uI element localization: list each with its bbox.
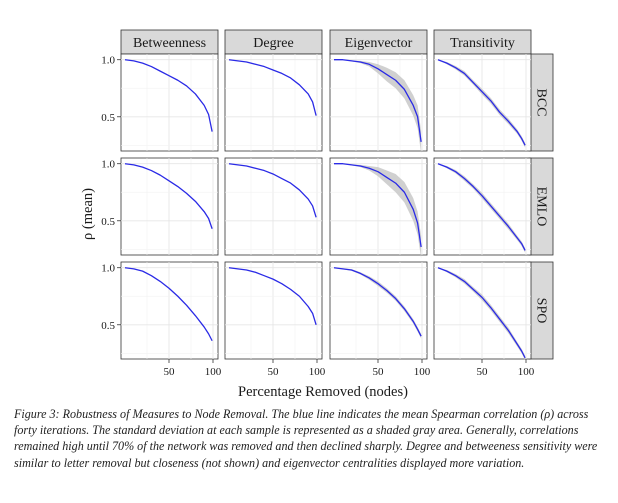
- figure-caption: Figure 3: Robustness of Measures to Node…: [14, 407, 598, 470]
- panel: [224, 53, 323, 152]
- row-strip-label: EMLO: [534, 187, 549, 227]
- column-strip: [120, 29, 219, 55]
- y-tick-label: 1.0: [101, 159, 115, 171]
- row-strip-label: BCC: [534, 88, 549, 116]
- panel-frame: [224, 53, 323, 152]
- panel: [120, 261, 219, 360]
- column-strip: [433, 29, 532, 55]
- column-strip-label: Degree: [253, 36, 293, 51]
- column-strip: [224, 29, 323, 55]
- y-tick-label: 1.0: [101, 55, 115, 67]
- mean-line: [228, 267, 317, 325]
- y-tick-label: 0.5: [101, 320, 115, 332]
- row-strip-label: SPO: [534, 298, 549, 324]
- x-tick-label: 50: [268, 366, 280, 378]
- column-strip-label: Betweenness: [133, 36, 206, 51]
- y-tick-label: 1.0: [101, 263, 115, 275]
- panel-frame: [433, 53, 532, 152]
- panel-frame: [120, 157, 219, 256]
- mean-line: [437, 267, 526, 359]
- panel: [433, 157, 532, 256]
- panel-frame: [433, 157, 532, 256]
- faceted-line-chart: Betweenness Degree Eigenvector Transitivity…: [80, 29, 554, 400]
- x-axis-ticks: 50 100 50 100 50 100 50 100: [164, 359, 535, 378]
- panel-frame: [329, 261, 428, 360]
- x-tick-label: 100: [414, 366, 431, 378]
- panel: [433, 261, 532, 361]
- row-strip: [528, 53, 554, 152]
- mean-line: [334, 163, 422, 248]
- panel: [120, 53, 219, 152]
- mean-line: [437, 59, 526, 146]
- mean-line: [437, 163, 526, 251]
- panel: [433, 53, 532, 152]
- panel: [329, 157, 428, 259]
- panel: [224, 261, 323, 360]
- mean-line: [333, 267, 422, 337]
- x-tick-label: 100: [518, 366, 535, 378]
- panels: [120, 53, 532, 361]
- panel-frame: [224, 157, 323, 256]
- mean-line: [124, 59, 213, 132]
- x-axis-label: Percentage Removed (nodes): [238, 384, 408, 400]
- panel: [120, 157, 219, 256]
- y-axis-label: ρ (mean): [80, 188, 96, 240]
- mean-line: [228, 163, 317, 218]
- mean-line: [334, 59, 422, 142]
- x-tick-label: 50: [373, 366, 385, 378]
- y-tick-label: 0.5: [101, 112, 115, 124]
- sd-band: [334, 59, 422, 154]
- sd-band: [334, 267, 422, 339]
- x-tick-label: 100: [309, 366, 326, 378]
- y-axis-ticks: 0.5 1.0 0.5 1.0 0.5 1.0: [101, 55, 121, 332]
- column-strips: Betweenness Degree Eigenvector Transitivity: [120, 29, 532, 55]
- x-tick-label: 50: [164, 366, 176, 378]
- panel-frame: [120, 261, 219, 360]
- mean-line: [228, 59, 317, 116]
- panel: [329, 53, 428, 154]
- panel-frame: [120, 53, 219, 152]
- panel: [224, 157, 323, 256]
- row-strips: BCC EMLO SPO: [528, 53, 554, 360]
- mean-line: [124, 267, 213, 342]
- y-tick-label: 0.5: [101, 216, 115, 228]
- mean-line: [124, 163, 213, 229]
- column-strip-label: Transitivity: [450, 36, 515, 51]
- x-tick-label: 100: [205, 366, 222, 378]
- x-tick-label: 50: [477, 366, 489, 378]
- column-strip: [329, 29, 428, 55]
- row-strip: [528, 261, 554, 360]
- panel-frame: [224, 261, 323, 360]
- panel: [329, 261, 428, 360]
- column-strip-label: Eigenvector: [345, 36, 413, 51]
